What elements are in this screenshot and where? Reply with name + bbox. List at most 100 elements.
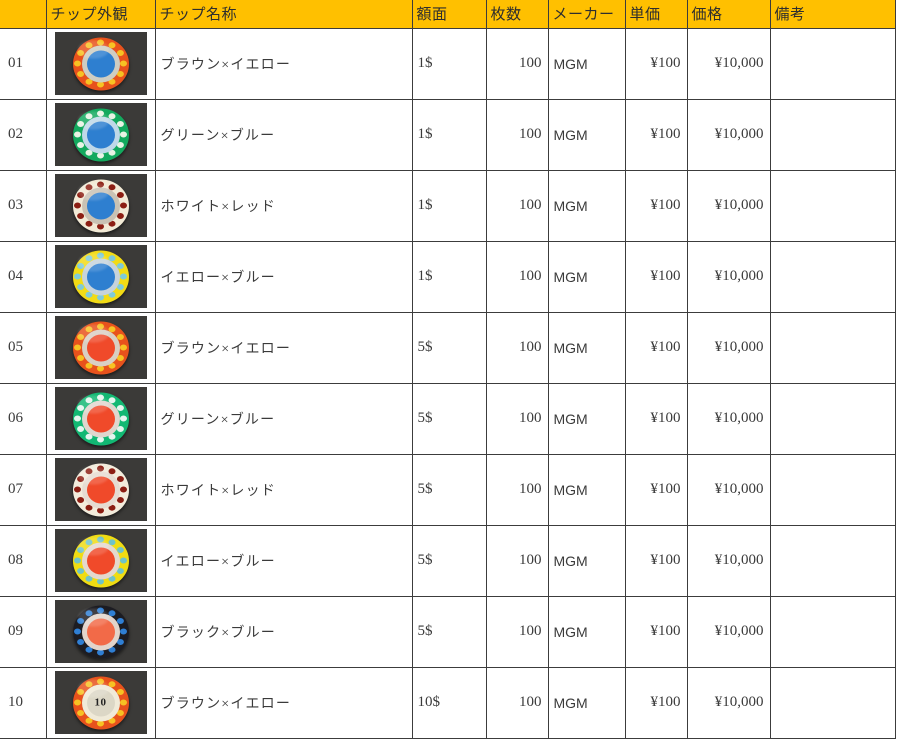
column-header-quantity[interactable]: 枚数 — [485, 0, 549, 29]
row-number[interactable]: 07 — [0, 453, 47, 526]
remarks-cell[interactable] — [769, 453, 896, 526]
maker-cell[interactable]: MGM — [547, 311, 626, 384]
chip-name-cell[interactable]: ホワイト×レッド — [154, 453, 413, 526]
price-cell[interactable]: ¥10,000 — [686, 382, 771, 455]
row-number[interactable]: 06 — [0, 382, 47, 455]
price-cell[interactable]: ¥10,000 — [686, 524, 771, 597]
price-cell[interactable]: ¥10,000 — [686, 666, 771, 739]
row-number[interactable]: 10 — [0, 666, 47, 739]
column-header-remarks[interactable]: 備考 — [769, 0, 896, 29]
remarks-cell[interactable] — [769, 666, 896, 739]
table-row[interactable]: 01 ブラウン×イエロー 1$ 100 MGM ¥100 ¥10,000 — [0, 27, 896, 100]
unit-price-cell[interactable]: ¥100 — [624, 311, 688, 384]
denomination-cell[interactable]: 1$ — [411, 240, 487, 313]
remarks-cell[interactable] — [769, 169, 896, 242]
row-number[interactable]: 01 — [0, 27, 47, 100]
chip-image-cell[interactable]: 10 — [45, 666, 156, 739]
quantity-cell[interactable]: 100 — [485, 98, 549, 171]
column-header-chip-appearance[interactable]: チップ外観 — [45, 0, 156, 29]
quantity-cell[interactable]: 100 — [485, 27, 549, 100]
chip-image-cell[interactable] — [45, 453, 156, 526]
denomination-cell[interactable]: 10$ — [411, 666, 487, 739]
column-header-chip-name[interactable]: チップ名称 — [154, 0, 413, 29]
denomination-cell[interactable]: 5$ — [411, 311, 487, 384]
price-cell[interactable]: ¥10,000 — [686, 98, 771, 171]
maker-cell[interactable]: MGM — [547, 27, 626, 100]
remarks-cell[interactable] — [769, 524, 896, 597]
chip-image-cell[interactable] — [45, 98, 156, 171]
chip-image-cell[interactable] — [45, 595, 156, 668]
chip-name-cell[interactable]: グリーン×ブルー — [154, 382, 413, 455]
column-header-maker[interactable]: メーカー — [547, 0, 626, 29]
chip-image-cell[interactable] — [45, 169, 156, 242]
chip-image-cell[interactable] — [45, 240, 156, 313]
row-number[interactable]: 09 — [0, 595, 47, 668]
remarks-cell[interactable] — [769, 240, 896, 313]
chip-name-cell[interactable]: ブラウン×イエロー — [154, 666, 413, 739]
maker-cell[interactable]: MGM — [547, 382, 626, 455]
maker-cell[interactable]: MGM — [547, 240, 626, 313]
denomination-cell[interactable]: 5$ — [411, 453, 487, 526]
column-header-price[interactable]: 価格 — [686, 0, 771, 29]
quantity-cell[interactable]: 100 — [485, 666, 549, 739]
column-header-unit-price[interactable]: 単価 — [624, 0, 688, 29]
denomination-cell[interactable]: 5$ — [411, 595, 487, 668]
maker-cell[interactable]: MGM — [547, 666, 626, 739]
chip-image-cell[interactable] — [45, 382, 156, 455]
unit-price-cell[interactable]: ¥100 — [624, 453, 688, 526]
table-row[interactable]: 05 ブラウン×イエロー 5$ 100 MGM ¥100 ¥10,000 — [0, 311, 896, 384]
denomination-cell[interactable]: 1$ — [411, 27, 487, 100]
row-number[interactable]: 08 — [0, 524, 47, 597]
remarks-cell[interactable] — [769, 311, 896, 384]
unit-price-cell[interactable]: ¥100 — [624, 382, 688, 455]
chip-image-cell[interactable] — [45, 311, 156, 384]
unit-price-cell[interactable]: ¥100 — [624, 524, 688, 597]
maker-cell[interactable]: MGM — [547, 169, 626, 242]
chip-image-cell[interactable] — [45, 524, 156, 597]
unit-price-cell[interactable]: ¥100 — [624, 98, 688, 171]
table-row[interactable]: 06 グリーン×ブルー 5$ 100 MGM ¥100 ¥10,000 — [0, 382, 896, 455]
quantity-cell[interactable]: 100 — [485, 595, 549, 668]
quantity-cell[interactable]: 100 — [485, 311, 549, 384]
chip-name-cell[interactable]: ブラウン×イエロー — [154, 27, 413, 100]
quantity-cell[interactable]: 100 — [485, 453, 549, 526]
row-number[interactable]: 04 — [0, 240, 47, 313]
price-cell[interactable]: ¥10,000 — [686, 311, 771, 384]
chip-name-cell[interactable]: ホワイト×レッド — [154, 169, 413, 242]
chip-name-cell[interactable]: グリーン×ブルー — [154, 98, 413, 171]
maker-cell[interactable]: MGM — [547, 595, 626, 668]
chip-name-cell[interactable]: ブラウン×イエロー — [154, 311, 413, 384]
denomination-cell[interactable]: 5$ — [411, 524, 487, 597]
denomination-cell[interactable]: 5$ — [411, 382, 487, 455]
unit-price-cell[interactable]: ¥100 — [624, 595, 688, 668]
quantity-cell[interactable]: 100 — [485, 169, 549, 242]
price-cell[interactable]: ¥10,000 — [686, 169, 771, 242]
remarks-cell[interactable] — [769, 595, 896, 668]
unit-price-cell[interactable]: ¥100 — [624, 240, 688, 313]
chip-image-cell[interactable] — [45, 27, 156, 100]
denomination-cell[interactable]: 1$ — [411, 169, 487, 242]
unit-price-cell[interactable]: ¥100 — [624, 169, 688, 242]
chip-name-cell[interactable]: イエロー×ブルー — [154, 240, 413, 313]
price-cell[interactable]: ¥10,000 — [686, 240, 771, 313]
remarks-cell[interactable] — [769, 27, 896, 100]
price-cell[interactable]: ¥10,000 — [686, 595, 771, 668]
denomination-cell[interactable]: 1$ — [411, 98, 487, 171]
quantity-cell[interactable]: 100 — [485, 524, 549, 597]
chip-name-cell[interactable]: ブラック×ブルー — [154, 595, 413, 668]
unit-price-cell[interactable]: ¥100 — [624, 27, 688, 100]
price-cell[interactable]: ¥10,000 — [686, 453, 771, 526]
table-row[interactable]: 03 ホワイト×レッド 1$ 100 MGM ¥100 ¥10,000 — [0, 169, 896, 242]
column-header-denomination[interactable]: 額面 — [411, 0, 487, 29]
table-row[interactable]: 02 グリーン×ブルー 1$ 100 MGM ¥100 ¥10,000 — [0, 98, 896, 171]
row-number[interactable]: 02 — [0, 98, 47, 171]
remarks-cell[interactable] — [769, 382, 896, 455]
table-row[interactable]: 04 イエロー×ブルー 1$ 100 MGM ¥100 ¥10,000 — [0, 240, 896, 313]
price-cell[interactable]: ¥10,000 — [686, 27, 771, 100]
table-row[interactable]: 10 10 ブラウン×イエロー 10$ 100 MGM ¥100 ¥10,000 — [0, 666, 896, 739]
unit-price-cell[interactable]: ¥100 — [624, 666, 688, 739]
table-row[interactable]: 08 イエロー×ブルー 5$ 100 MGM ¥100 ¥10,000 — [0, 524, 896, 597]
maker-cell[interactable]: MGM — [547, 524, 626, 597]
table-row[interactable]: 07 ホワイト×レッド 5$ 100 MGM ¥100 ¥10,000 — [0, 453, 896, 526]
row-number[interactable]: 03 — [0, 169, 47, 242]
